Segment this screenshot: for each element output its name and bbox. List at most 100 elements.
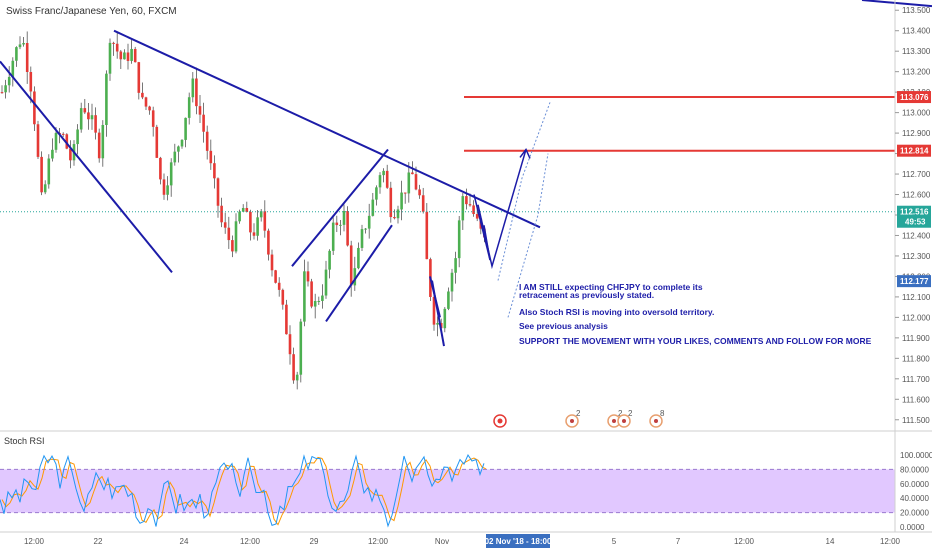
candle xyxy=(61,132,65,138)
crosshair-time-label: 02 Nov '18 - 18:00 xyxy=(485,534,552,548)
candle xyxy=(180,139,184,149)
candle xyxy=(450,268,454,302)
candle xyxy=(457,215,461,268)
candle xyxy=(267,228,270,261)
time-tick-label: 5 xyxy=(612,537,617,546)
candle xyxy=(360,224,364,251)
price-tag-value: 112.516 xyxy=(900,208,929,217)
candle xyxy=(317,296,321,305)
trendline xyxy=(291,148,389,267)
candle xyxy=(173,143,177,166)
projection-path xyxy=(477,149,527,270)
event-marker[interactable]: 8 xyxy=(649,409,665,428)
candle xyxy=(353,256,357,291)
candles-layer xyxy=(0,31,486,390)
candle xyxy=(418,184,421,199)
trendlines-layer xyxy=(0,0,932,347)
rsi-axis[interactable]: 100.0000 80.0000 60.0000 40.0000 20.0000 0.00… xyxy=(900,451,932,532)
candle xyxy=(227,216,231,249)
annotation-line: Also Stoch RSI is moving into oversold t… xyxy=(519,307,714,317)
candle xyxy=(443,307,447,333)
price-tick-label: 112.900 xyxy=(902,129,931,138)
event-marker[interactable]: 2 xyxy=(617,409,633,428)
candle xyxy=(43,180,47,195)
annotation-line: SUPPORT THE MOVEMENT WITH YOUR LIKES, CO… xyxy=(519,336,872,346)
candle xyxy=(375,185,378,206)
stoch-d-line xyxy=(1,456,487,526)
candle xyxy=(285,299,288,335)
price-tick-label: 111.500 xyxy=(902,416,930,425)
price-pane[interactable]: Swiss Franc/Japanese Yen, 60, FXCM I AM … xyxy=(0,0,932,430)
candle xyxy=(29,66,33,104)
candle xyxy=(40,151,43,196)
candle xyxy=(123,49,126,60)
event-count: 2 xyxy=(618,409,623,418)
candle xyxy=(234,213,238,254)
candle xyxy=(407,162,411,203)
candle xyxy=(295,371,299,390)
candle xyxy=(346,206,349,247)
crosshair-time-text: 02 Nov '18 - 18:00 xyxy=(485,537,552,546)
price-tag-value: 112.177 xyxy=(900,277,929,286)
candle xyxy=(7,66,11,93)
price-tick-label: 112.600 xyxy=(902,191,931,200)
alt-projection-path xyxy=(507,153,549,318)
candle xyxy=(90,103,94,130)
candle xyxy=(288,325,292,365)
candle xyxy=(378,172,382,194)
time-tick-label: 24 xyxy=(180,537,189,546)
candle xyxy=(385,164,389,189)
candle xyxy=(274,269,277,284)
trendline xyxy=(473,194,491,261)
candle xyxy=(396,205,400,224)
candle xyxy=(162,173,166,200)
price-tick-label: 113.400 xyxy=(902,27,931,36)
candle xyxy=(94,107,97,140)
event-marker[interactable]: 2 xyxy=(565,409,581,428)
price-tick-label: 112.100 xyxy=(902,293,931,302)
candle xyxy=(209,139,213,170)
candle xyxy=(241,204,245,212)
candle xyxy=(25,31,29,84)
rsi-band xyxy=(0,469,895,513)
candle xyxy=(83,98,87,115)
candle xyxy=(436,316,439,337)
rsi-tick-label: 20.0000 xyxy=(900,509,929,518)
price-tick-label: 112.000 xyxy=(902,313,931,322)
candle xyxy=(79,102,83,133)
candle xyxy=(187,92,191,125)
candle xyxy=(238,209,241,224)
candle xyxy=(195,67,198,115)
candle xyxy=(130,38,133,64)
price-tick-label: 112.300 xyxy=(902,252,931,261)
candle xyxy=(36,120,40,159)
candle xyxy=(33,86,36,132)
trendline xyxy=(429,276,441,318)
candle xyxy=(357,242,360,270)
candle xyxy=(191,72,195,103)
candle xyxy=(324,260,328,299)
candle xyxy=(342,204,346,232)
event-marker-dot xyxy=(497,418,503,424)
candle xyxy=(335,215,339,233)
candle xyxy=(472,200,475,217)
candle xyxy=(216,177,220,218)
candle xyxy=(389,181,393,223)
candle xyxy=(11,57,15,87)
stoch-rsi-pane[interactable]: Stoch RSI xyxy=(0,436,895,528)
candle xyxy=(313,293,317,319)
event-marker[interactable]: 2 xyxy=(607,409,623,428)
candle xyxy=(155,124,159,158)
candle xyxy=(18,36,22,50)
candle xyxy=(119,49,123,70)
price-tick-label: 111.600 xyxy=(902,395,930,404)
time-axis[interactable]: 12:00 22 24 12:00 29 12:00 Nov 5 7 12:00 14 12:00 02… xyxy=(0,531,932,548)
price-tick-label: 113.300 xyxy=(902,47,931,56)
candle xyxy=(281,288,285,310)
candle xyxy=(339,220,342,236)
candle xyxy=(198,95,202,124)
price-tick-label: 111.900 xyxy=(902,334,930,343)
candle xyxy=(259,209,263,222)
